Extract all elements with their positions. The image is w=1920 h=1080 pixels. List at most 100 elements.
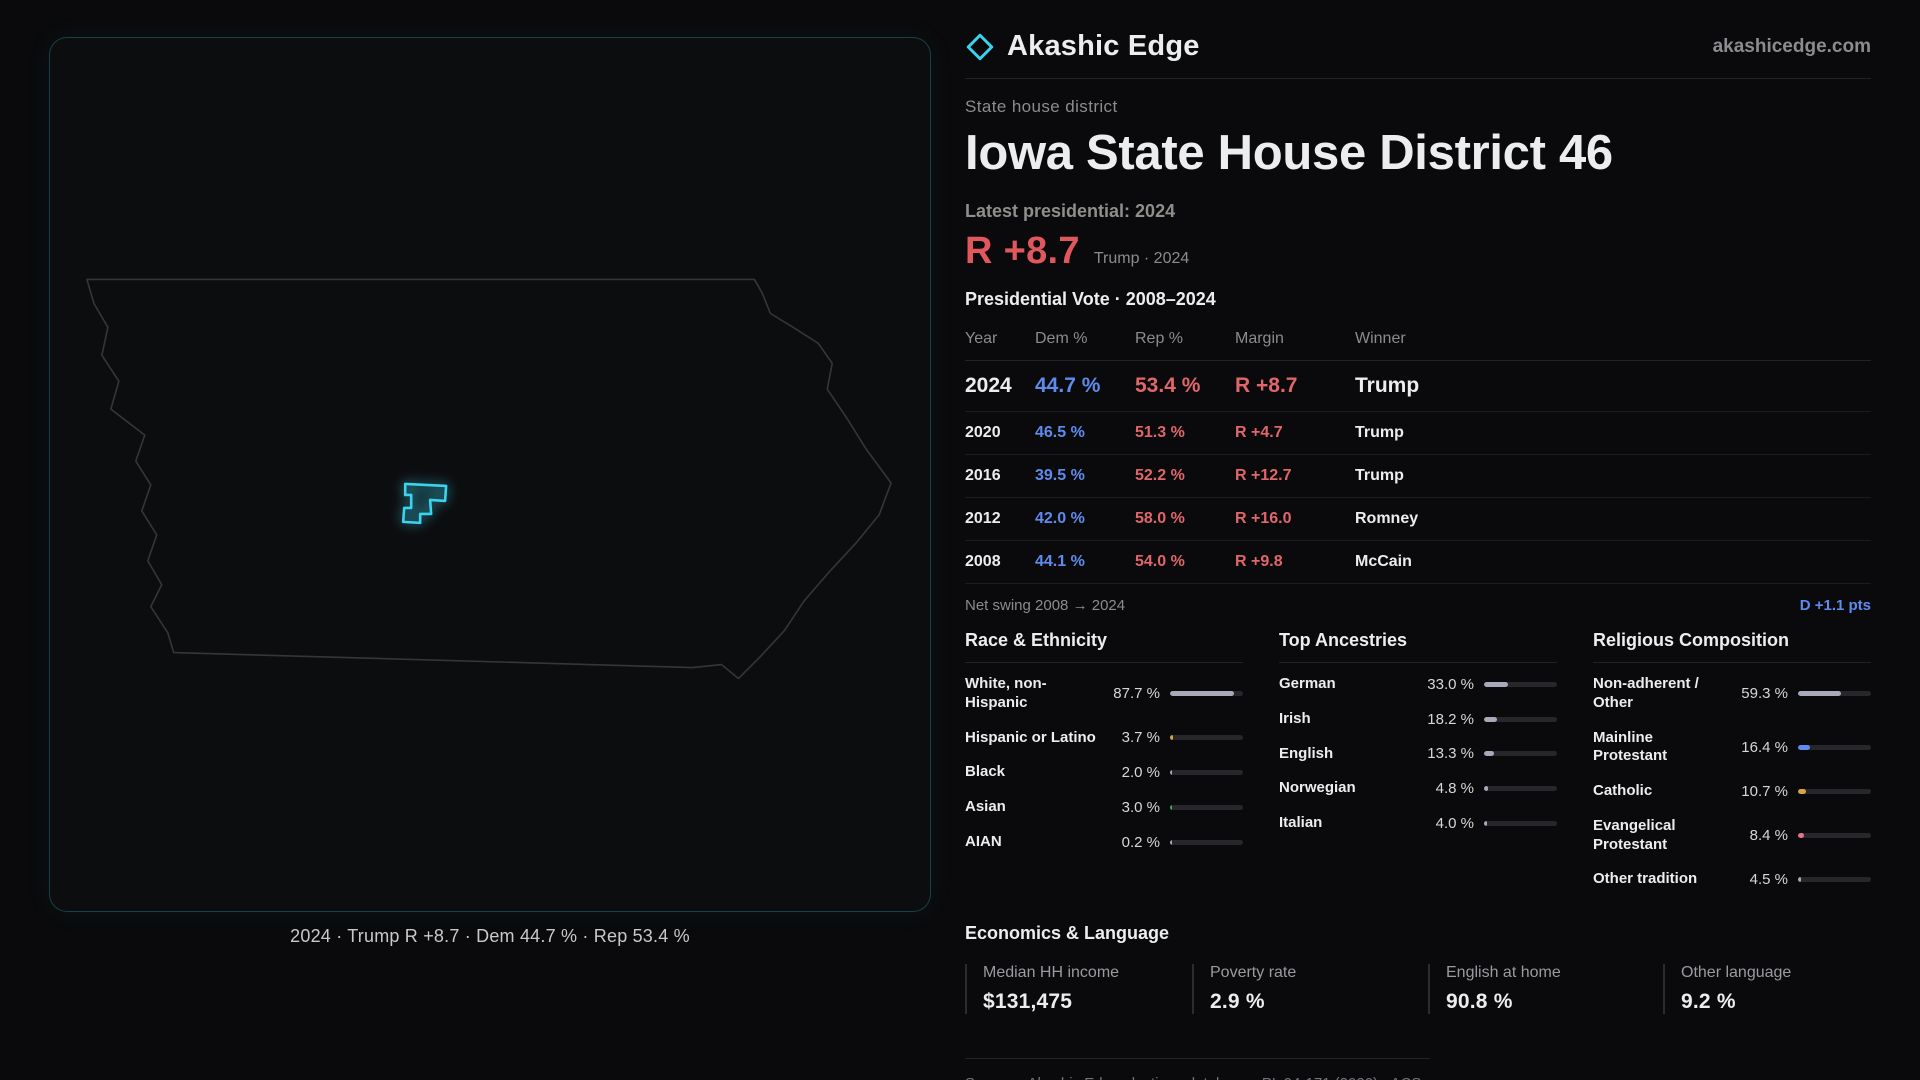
demo-bar [1170, 804, 1243, 810]
row-dem: 39.5 % [1035, 467, 1085, 484]
demo-value: 8.4 % [1749, 827, 1788, 844]
stat-label: Other language [1681, 964, 1792, 981]
stat-median-hh-income: Median HH income $131,475 [965, 964, 1192, 1014]
demo-bar [1798, 691, 1871, 697]
list-item: Asian 3.0 % [965, 790, 1243, 825]
demo-bar [1484, 681, 1557, 687]
demo-label: White, non-Hispanic [965, 675, 1047, 711]
demo-label: Norwegian [1279, 779, 1356, 797]
demo-label: Italian [1279, 814, 1323, 831]
row-dem: 44.1 % [1035, 553, 1085, 570]
row-year: 2020 [965, 424, 1001, 441]
list-item: Norwegian 4.8 % [1279, 771, 1557, 806]
list-item: English 13.3 % [1279, 737, 1557, 772]
list-item: Mainline Protestant 16.4 % [1593, 721, 1871, 775]
row-year: 2016 [965, 467, 1001, 484]
demo-value: 2.0 % [1121, 764, 1160, 782]
demo-bar [1170, 839, 1243, 845]
row-dem: 44.7 % [1035, 374, 1101, 397]
latest-presidential-label: Latest presidential: 2024 [965, 201, 1176, 221]
economics-title: Economics & Language [965, 923, 1170, 943]
row-margin: R +8.7 [1235, 374, 1298, 397]
iowa-map [86, 278, 892, 680]
demo-label: AIAN [965, 832, 1002, 850]
demo-value: 59.3 % [1741, 685, 1788, 703]
demo-value: 18.2 % [1427, 710, 1474, 728]
content-panel: Akashic Edge akashicedge.com State house… [965, 30, 1871, 1080]
demo-label: Asian [965, 798, 1006, 815]
demo-value: 13.3 % [1427, 745, 1474, 763]
row-winner: Trump [1355, 467, 1404, 484]
demo-value: 4.0 % [1435, 814, 1474, 832]
net-swing-value: D +1.1 pts [1799, 597, 1871, 614]
vote-table-header: Year Dem % Rep % Margin Winner [965, 318, 1871, 361]
row-year: 2008 [965, 553, 1001, 570]
row-margin: R +12.7 [1235, 467, 1292, 484]
demo-bar [1798, 788, 1871, 794]
demo-bar [1484, 716, 1557, 722]
diamond-icon [966, 33, 994, 60]
demo-value: 87.7 % [1113, 685, 1160, 703]
demo-bar [1798, 744, 1871, 750]
headline-margin-row: R +8.7 Trump · 2024 [965, 230, 1871, 273]
map-section: 2024 · Trump R +8.7 · Dem 44.7 % · Rep 5… [49, 37, 931, 947]
row-year: 2024 [965, 374, 1012, 397]
stat-label: English at home [1446, 964, 1561, 981]
vote-table-title: Presidential Vote · 2008–2024 [965, 289, 1216, 309]
list-item: Non-adherent / Other 59.3 % [1593, 667, 1871, 721]
row-winner: Trump [1355, 374, 1420, 397]
demo-value: 16.4 % [1741, 738, 1788, 756]
footer: Sources: Akashic Edge elections database… [965, 1058, 1430, 1080]
list-item: German 33.0 % [1279, 667, 1557, 702]
brand-header: Akashic Edge akashicedge.com [965, 30, 1871, 79]
row-year: 2012 [965, 510, 1001, 527]
headline-margin-value: R +8.7 [965, 230, 1080, 272]
demo-bar [1798, 833, 1871, 838]
list-item: Black 2.0 % [965, 755, 1243, 790]
demo-value: 33.0 % [1427, 675, 1474, 693]
brand-site-link[interactable]: akashicedge.com [1712, 35, 1871, 57]
demo-label: Other tradition [1593, 870, 1698, 888]
brand-name: Akashic Edge [1007, 30, 1200, 62]
section-title: Religious Composition [1593, 630, 1871, 663]
row-dem: 42.0 % [1035, 510, 1085, 527]
col-rep: Rep % [1135, 330, 1184, 347]
demo-label: Evangelical Protestant [1593, 816, 1676, 853]
list-item: Hispanic or Latino 3.7 % [965, 721, 1243, 756]
list-item: Catholic 10.7 % [1593, 774, 1871, 809]
demo-bar [1484, 786, 1557, 792]
economics-grid: Median HH income $131,475 Poverty rate 2… [965, 964, 1871, 1014]
section-religious-composition: Religious Composition Non-adherent / Oth… [1593, 630, 1871, 897]
list-item: Irish 18.2 % [1279, 702, 1557, 737]
demo-bar [1170, 735, 1243, 741]
stat-english-at-home: English at home 90.8 % [1428, 964, 1663, 1014]
district-type-kicker: State house district [965, 97, 1118, 116]
district-map-panel[interactable] [49, 37, 931, 912]
row-margin: R +4.7 [1235, 424, 1283, 441]
list-item: Evangelical Protestant 8.4 % [1593, 809, 1871, 863]
iowa-state-outline [86, 278, 892, 680]
demographics-grid: Race & Ethnicity White, non-Hispanic 87.… [965, 630, 1871, 897]
demo-value: 4.8 % [1435, 780, 1474, 798]
demo-value: 10.7 % [1741, 782, 1788, 800]
district-46-shape[interactable] [401, 482, 448, 525]
footer-sources: Sources: Akashic Edge elections database… [965, 1075, 1430, 1080]
list-item: Italian 4.0 % [1279, 806, 1557, 841]
net-swing-row: Net swing 2008 → 2024 D +1.1 pts [965, 584, 1871, 624]
stat-value: 9.2 % [1681, 990, 1736, 1013]
demo-bar [1170, 770, 1243, 776]
table-row: 2020 46.5 % 51.3 % R +4.7 Trump [965, 412, 1871, 455]
row-rep: 53.4 % [1135, 374, 1201, 397]
list-item: Other tradition 4.5 % [1593, 862, 1871, 897]
row-rep: 58.0 % [1135, 510, 1185, 527]
demo-label: German [1279, 675, 1336, 692]
demo-value: 4.5 % [1749, 871, 1788, 889]
section-top-ancestries: Top Ancestries German 33.0 % Irish 18.2 … [1279, 630, 1557, 897]
row-rep: 52.2 % [1135, 467, 1185, 484]
stat-other-language: Other language 9.2 % [1663, 964, 1871, 1014]
stat-poverty-rate: Poverty rate 2.9 % [1192, 964, 1428, 1014]
section-title: Top Ancestries [1279, 630, 1557, 663]
table-row: 2008 44.1 % 54.0 % R +9.8 McCain [965, 541, 1871, 584]
demo-value: 3.7 % [1121, 729, 1160, 747]
